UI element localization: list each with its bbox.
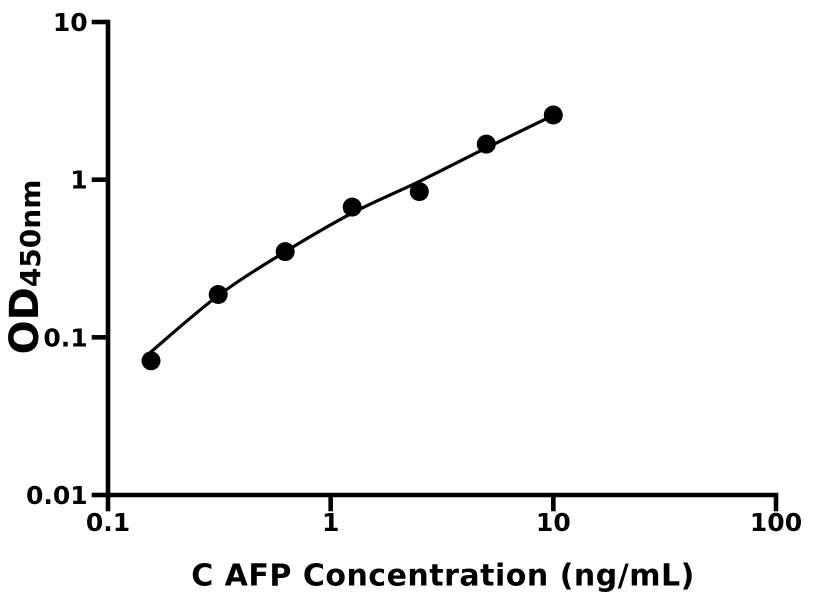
- x-tick-label: 0.1: [86, 508, 130, 537]
- y-tick-label: 0.01: [26, 481, 88, 510]
- fit-curve-line: [149, 113, 555, 354]
- y-tick-label: 10: [53, 8, 88, 37]
- data-point-marker: [141, 351, 161, 371]
- x-tick-label: 10: [536, 508, 571, 537]
- y-tick-label: 0.1: [43, 323, 87, 352]
- y-axis-title-subscript: 450nm: [14, 179, 47, 288]
- y-axis-title-main: OD: [2, 287, 48, 355]
- x-axis-title: C AFP Concentration (ng/mL): [191, 558, 695, 594]
- x-tick-label: 100: [750, 508, 802, 537]
- data-point-marker: [409, 182, 429, 202]
- y-tick-label: 1: [70, 166, 87, 195]
- x-tick-label: 1: [322, 508, 339, 537]
- y-axis-title: OD450nm: [2, 180, 48, 355]
